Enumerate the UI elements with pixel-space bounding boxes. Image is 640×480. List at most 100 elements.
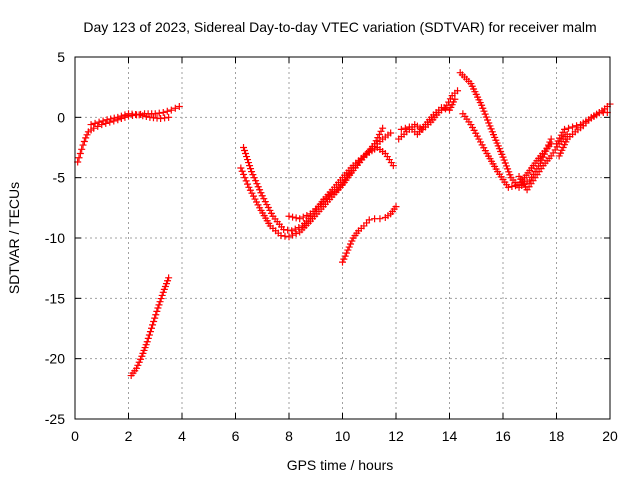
data-point-marker: [437, 104, 445, 112]
data-point-marker: [82, 134, 90, 142]
data-point-marker: [303, 211, 311, 219]
data-point-marker: [83, 131, 91, 139]
data-point-marker: [238, 167, 246, 175]
data-point-marker: [299, 213, 307, 221]
data-point-marker: [376, 215, 384, 223]
data-point-marker: [365, 216, 373, 224]
data-point-marker: [296, 215, 304, 223]
data-point-marker: [107, 115, 115, 123]
data-point-marker: [288, 227, 296, 235]
data-point-marker: [91, 119, 99, 127]
series-arc-7: [339, 203, 400, 266]
data-point-marker: [484, 116, 492, 124]
x-tick-label: 14: [442, 428, 458, 444]
data-point-marker: [284, 226, 292, 234]
series-arc-3: [127, 274, 173, 380]
data-point-marker: [95, 118, 103, 126]
x-axis-label: GPS time / hours: [287, 457, 394, 473]
data-point-marker: [99, 117, 107, 125]
data-point-marker: [479, 104, 487, 112]
data-point-marker: [175, 102, 183, 110]
data-point-marker: [401, 124, 409, 132]
data-point-marker: [167, 106, 175, 114]
data-point-marker: [155, 109, 163, 117]
series-arc-12: [515, 130, 571, 194]
data-point-marker: [253, 180, 261, 188]
data-point-marker: [139, 112, 147, 120]
series-arc-11: [459, 110, 555, 191]
data-point-marker: [481, 110, 489, 118]
data-point-marker: [237, 164, 245, 172]
data-point-marker: [151, 314, 159, 322]
data-point-marker: [80, 137, 88, 145]
data-point-marker: [156, 298, 164, 306]
data-point-marker: [79, 141, 87, 149]
data-point-marker: [121, 111, 129, 119]
data-point-marker: [155, 301, 163, 309]
data-point-marker: [75, 154, 83, 162]
data-point-marker: [143, 338, 151, 346]
data-point-marker: [375, 130, 383, 138]
data-point-marker: [142, 113, 150, 121]
data-point-marker: [392, 203, 400, 211]
data-point-marker: [152, 311, 160, 319]
plot-frame: [74, 56, 611, 420]
data-point-marker: [250, 174, 258, 182]
data-point-marker: [482, 113, 490, 121]
data-point-marker: [137, 355, 145, 363]
data-point-marker: [150, 318, 158, 326]
data-point-marker: [247, 165, 255, 173]
series-arc-9: [397, 95, 459, 138]
x-tick-label: 10: [335, 428, 351, 444]
data-point-marker: [146, 328, 154, 336]
y-tick-label: 0: [57, 109, 65, 125]
data-point-marker: [379, 124, 387, 132]
data-point-marker: [397, 125, 405, 133]
chart-title: Day 123 of 2023, Sidereal Day-to-day VTE…: [83, 19, 596, 35]
data-point-marker: [347, 240, 355, 248]
x-tick-label: 12: [388, 428, 404, 444]
data-point-marker: [508, 183, 516, 191]
data-point-marker: [281, 232, 289, 240]
data-point-marker: [165, 274, 173, 282]
data-point-marker: [340, 255, 348, 263]
y-tick-label: -5: [53, 170, 66, 186]
data-point-marker: [252, 177, 260, 185]
data-point-marker: [76, 150, 84, 158]
data-point-marker: [344, 246, 352, 254]
data-point-marker: [454, 87, 462, 95]
data-point-marker: [114, 113, 122, 121]
data-point-marker: [387, 129, 395, 137]
data-point-marker: [478, 101, 486, 109]
data-point-marker: [149, 321, 157, 329]
data-point-marker: [163, 107, 171, 115]
data-point-marker: [240, 170, 248, 178]
data-point-marker: [133, 364, 141, 372]
data-point-marker: [248, 168, 256, 176]
data-point-marker: [345, 243, 353, 251]
data-point-marker: [244, 180, 252, 188]
data-point-marker: [242, 177, 250, 185]
data-point-marker: [511, 182, 519, 190]
data-point-marker: [561, 125, 569, 133]
data-point-marker: [374, 134, 382, 142]
x-tick-label: 16: [495, 428, 511, 444]
data-point-marker: [341, 252, 349, 260]
data-point-marker: [87, 121, 95, 129]
data-point-marker: [145, 331, 153, 339]
data-point-marker: [245, 159, 253, 167]
data-point-marker: [110, 114, 118, 122]
data-point-marker: [244, 156, 252, 164]
x-tick-label: 8: [285, 428, 293, 444]
data-point-marker: [289, 231, 297, 239]
data-point-marker: [441, 105, 449, 113]
data-point-marker: [144, 334, 152, 342]
y-tick-label: -25: [45, 411, 65, 427]
data-point-marker: [148, 324, 156, 332]
data-point-marker: [117, 112, 125, 120]
data-point-marker: [285, 233, 293, 241]
data-point-marker: [159, 109, 167, 117]
data-point-marker: [280, 226, 288, 234]
x-tick-label: 20: [602, 428, 618, 444]
